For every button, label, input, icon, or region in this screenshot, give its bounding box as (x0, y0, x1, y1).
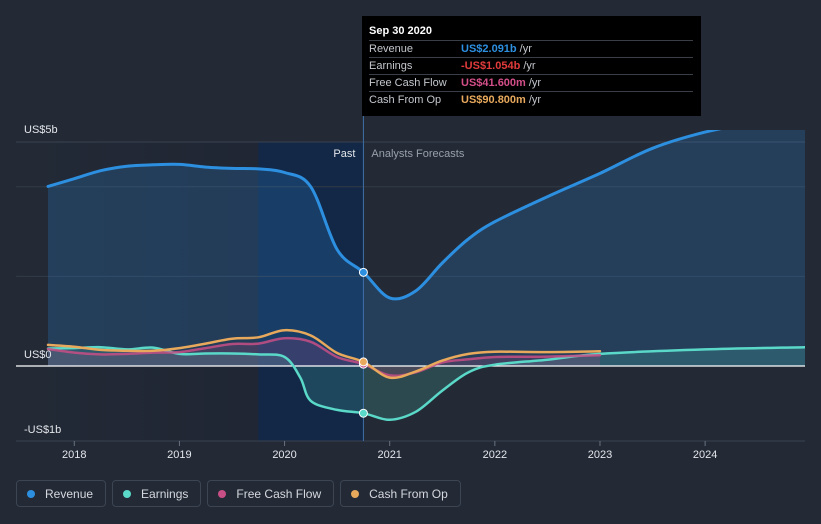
tooltip-label: Revenue (369, 43, 414, 55)
y-label-top: US$5b (24, 124, 58, 136)
legend-dot-icon (27, 489, 35, 498)
legend-label: Revenue (45, 486, 94, 501)
past-label: Past (333, 148, 355, 160)
tooltip-row-cash-from-op: Cash From Op US$90.800m /yr (369, 91, 693, 108)
series-line-revenue (46, 130, 722, 301)
tooltip-value: US$90.800m (461, 94, 526, 106)
x-tick-label-2018: 2018 (62, 449, 86, 461)
tooltip-label: Cash From Op (369, 94, 442, 106)
legend-item-revenue[interactable]: Revenue (16, 480, 107, 507)
marker-cash-from-op (358, 357, 368, 367)
tooltip-unit: /yr (523, 60, 536, 72)
legend-item-cash-from-op[interactable]: Cash From Op (340, 480, 461, 507)
legend-item-free-cash-flow[interactable]: Free Cash Flow (207, 480, 335, 507)
marker-group (358, 116, 368, 441)
series-area-revenue (48, 130, 805, 366)
legend: Revenue Earnings Free Cash Flow Cash Fro… (16, 480, 461, 507)
past-highlight-region (258, 142, 364, 441)
tooltip-row-revenue: Revenue US$2.091b /yr (369, 40, 693, 57)
legend-label: Cash From Op (369, 486, 448, 501)
marker-earnings (358, 408, 368, 418)
tooltip-row-free-cash-flow: Free Cash Flow US$41.600m /yr (369, 74, 693, 91)
x-tick-label-2022: 2022 (483, 449, 507, 461)
x-tick-label-2023: 2023 (588, 449, 612, 461)
tooltip-value: US$41.600m (461, 77, 526, 89)
series-line-cash-from-op (46, 328, 602, 380)
tooltip-label: Earnings (369, 60, 413, 72)
x-tick-label-2024: 2024 (693, 449, 717, 461)
tooltip-value: US$2.091b (461, 43, 517, 55)
tooltip-value: -US$1.054b (461, 60, 521, 72)
chart-background (16, 142, 364, 441)
series-area-earnings (48, 347, 805, 420)
legend-label: Earnings (141, 486, 189, 501)
tooltip-date: Sep 30 2020 (369, 25, 432, 37)
legend-item-earnings[interactable]: Earnings (112, 480, 202, 507)
tooltip-unit: /yr (519, 43, 532, 55)
y-label-zero: US$0 (24, 349, 52, 361)
series-area-free-cash-flow (48, 338, 600, 376)
series-group (16, 130, 805, 422)
axis-labels: US$5b US$0 -US$1b Past Analysts Forecasts 201… (24, 124, 717, 461)
tooltip-row-earnings: Earnings -US$1.054b /yr (369, 57, 693, 74)
legend-dot-icon (351, 489, 360, 498)
series-line-earnings (46, 345, 805, 422)
tooltip-label: Free Cash Flow (369, 77, 447, 89)
tooltip-unit: /yr (528, 94, 542, 106)
y-label-bottom: -US$1b (24, 424, 61, 436)
series-line-free-cash-flow (46, 336, 602, 378)
forecast-label: Analysts Forecasts (371, 148, 464, 160)
tooltip-unit: /yr (528, 77, 542, 89)
legend-label: Free Cash Flow (236, 486, 322, 501)
x-tick-label-2019: 2019 (167, 449, 191, 461)
marker-revenue (358, 267, 368, 277)
legend-dot-icon (218, 489, 227, 498)
hover-tooltip: Sep 30 2020 Revenue US$2.091b /yr Earnin… (362, 16, 701, 116)
x-tick-label-2021: 2021 (377, 449, 401, 461)
legend-dot-icon (123, 489, 132, 498)
x-tick-label-2020: 2020 (272, 449, 296, 461)
